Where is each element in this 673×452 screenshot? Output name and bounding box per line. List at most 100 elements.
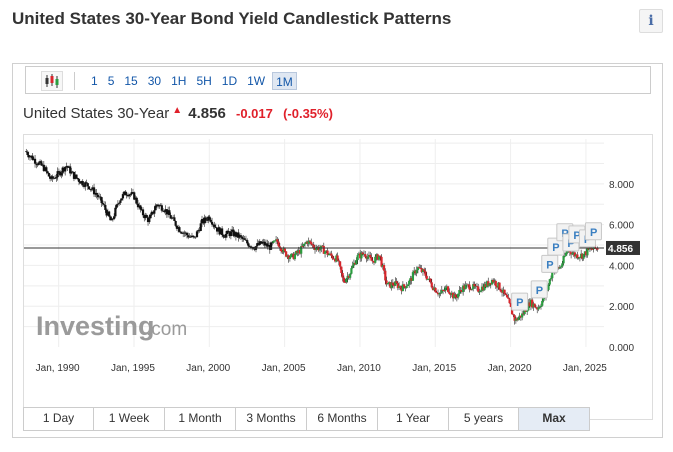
- candle-body: [287, 255, 290, 259]
- candle-body: [332, 258, 335, 260]
- candle-body: [75, 174, 78, 178]
- candle-body: [74, 174, 77, 179]
- range-1-week[interactable]: 1 Week: [94, 408, 165, 430]
- candle-body: [475, 285, 479, 287]
- candle-body: [435, 292, 438, 293]
- candle-body: [192, 235, 195, 237]
- candle-body: [293, 254, 297, 260]
- candle-body: [145, 215, 148, 218]
- candle-body: [385, 280, 388, 285]
- candle-body: [503, 289, 506, 294]
- range-6-months[interactable]: 6 Months: [307, 408, 378, 430]
- candle-body: [459, 289, 462, 291]
- candle-body: [51, 176, 54, 179]
- candle-body: [169, 214, 172, 219]
- candle-body: [32, 158, 35, 160]
- candle-body: [241, 236, 244, 239]
- candle-body: [172, 217, 175, 219]
- range-5-years[interactable]: 5 years: [449, 408, 519, 430]
- candle-body: [345, 278, 348, 283]
- candle-body: [92, 187, 96, 195]
- timeframe-selector: 1 5 15 30 1H 5H 1D 1W 1M: [88, 72, 297, 90]
- candle-body: [151, 211, 155, 214]
- candle-body: [336, 255, 339, 261]
- range-1-year[interactable]: 1 Year: [378, 408, 449, 430]
- candle-body: [333, 259, 337, 262]
- candle-body: [114, 207, 117, 217]
- timeframe-1w[interactable]: 1W: [247, 74, 266, 88]
- candle-body: [54, 177, 57, 179]
- candle-body: [370, 257, 373, 261]
- candle-body: [56, 171, 59, 178]
- candle-body: [390, 282, 393, 288]
- timeframe-1h[interactable]: 1H: [171, 74, 187, 88]
- candlestick-icon[interactable]: [41, 71, 63, 91]
- candle-body: [360, 252, 363, 259]
- candle-body: [446, 286, 450, 292]
- candle-body: [392, 285, 396, 287]
- candle-body: [258, 241, 261, 245]
- candle-body: [547, 284, 550, 290]
- candle-body: [239, 235, 243, 237]
- candle-body: [193, 236, 196, 238]
- candle-body: [445, 286, 448, 288]
- candle-body: [538, 306, 541, 308]
- candle-body: [25, 151, 28, 153]
- candle-body: [188, 236, 191, 238]
- toolbar-divider: [74, 72, 75, 90]
- range-1-month[interactable]: 1 Month: [165, 408, 236, 430]
- timeframe-1d[interactable]: 1D: [221, 74, 238, 88]
- candle-body: [222, 234, 225, 237]
- candle-body: [349, 273, 352, 278]
- range-max[interactable]: Max: [519, 408, 589, 430]
- candle-body: [457, 293, 460, 298]
- candle-body: [341, 273, 344, 278]
- timeframe-15[interactable]: 15: [124, 74, 138, 88]
- candle-body: [498, 282, 501, 290]
- info-button[interactable]: i: [639, 9, 663, 33]
- candle-body: [84, 182, 87, 187]
- range-1-day[interactable]: 1 Day: [24, 408, 94, 430]
- candle-body: [292, 253, 295, 260]
- candle-body: [159, 205, 162, 207]
- candle-body: [375, 254, 378, 257]
- candle-body: [185, 232, 189, 236]
- candle-body: [367, 254, 371, 257]
- candlestick-chart[interactable]: Investing.comPPPPPPPPP0.0002.0004.0006.0…: [24, 135, 652, 419]
- range-3-months[interactable]: 3 Months: [236, 408, 307, 430]
- candle-body: [431, 287, 435, 291]
- candle-body: [527, 302, 530, 311]
- candle-body: [174, 220, 177, 226]
- candle-body: [259, 241, 263, 244]
- candle-body: [321, 245, 324, 247]
- timeframe-5[interactable]: 5: [107, 74, 115, 88]
- candle-body: [90, 188, 93, 190]
- candle-body: [411, 272, 415, 281]
- candle-body: [415, 270, 418, 274]
- candle-body: [315, 248, 318, 251]
- timeframe-30[interactable]: 30: [147, 74, 162, 88]
- candle-body: [182, 232, 185, 234]
- candle-body: [376, 254, 379, 260]
- candle-body: [583, 251, 587, 255]
- candle-body: [247, 243, 250, 247]
- candle-body: [149, 214, 152, 219]
- price-change: -0.017: [236, 106, 273, 121]
- candle-body: [164, 209, 167, 212]
- candle-body: [301, 246, 304, 247]
- instrument-name: United States 30-Year: [23, 105, 170, 122]
- candle-body: [516, 318, 519, 321]
- pattern-marker[interactable]: [511, 292, 529, 311]
- candle-body: [562, 256, 565, 264]
- candle-body: [148, 218, 151, 223]
- candle-body: [400, 287, 403, 292]
- timeframe-1m[interactable]: 1M: [272, 72, 297, 90]
- pattern-marker[interactable]: [530, 280, 548, 299]
- timeframe-1[interactable]: 1: [91, 74, 98, 88]
- candle-body: [221, 228, 224, 235]
- candle-body: [433, 287, 436, 291]
- timeframe-5h[interactable]: 5H: [196, 74, 212, 88]
- pattern-marker[interactable]: [584, 222, 602, 241]
- candle-body: [521, 313, 524, 318]
- chart-plot-area[interactable]: Investing.comPPPPPPPPP0.0002.0004.0006.0…: [23, 134, 653, 420]
